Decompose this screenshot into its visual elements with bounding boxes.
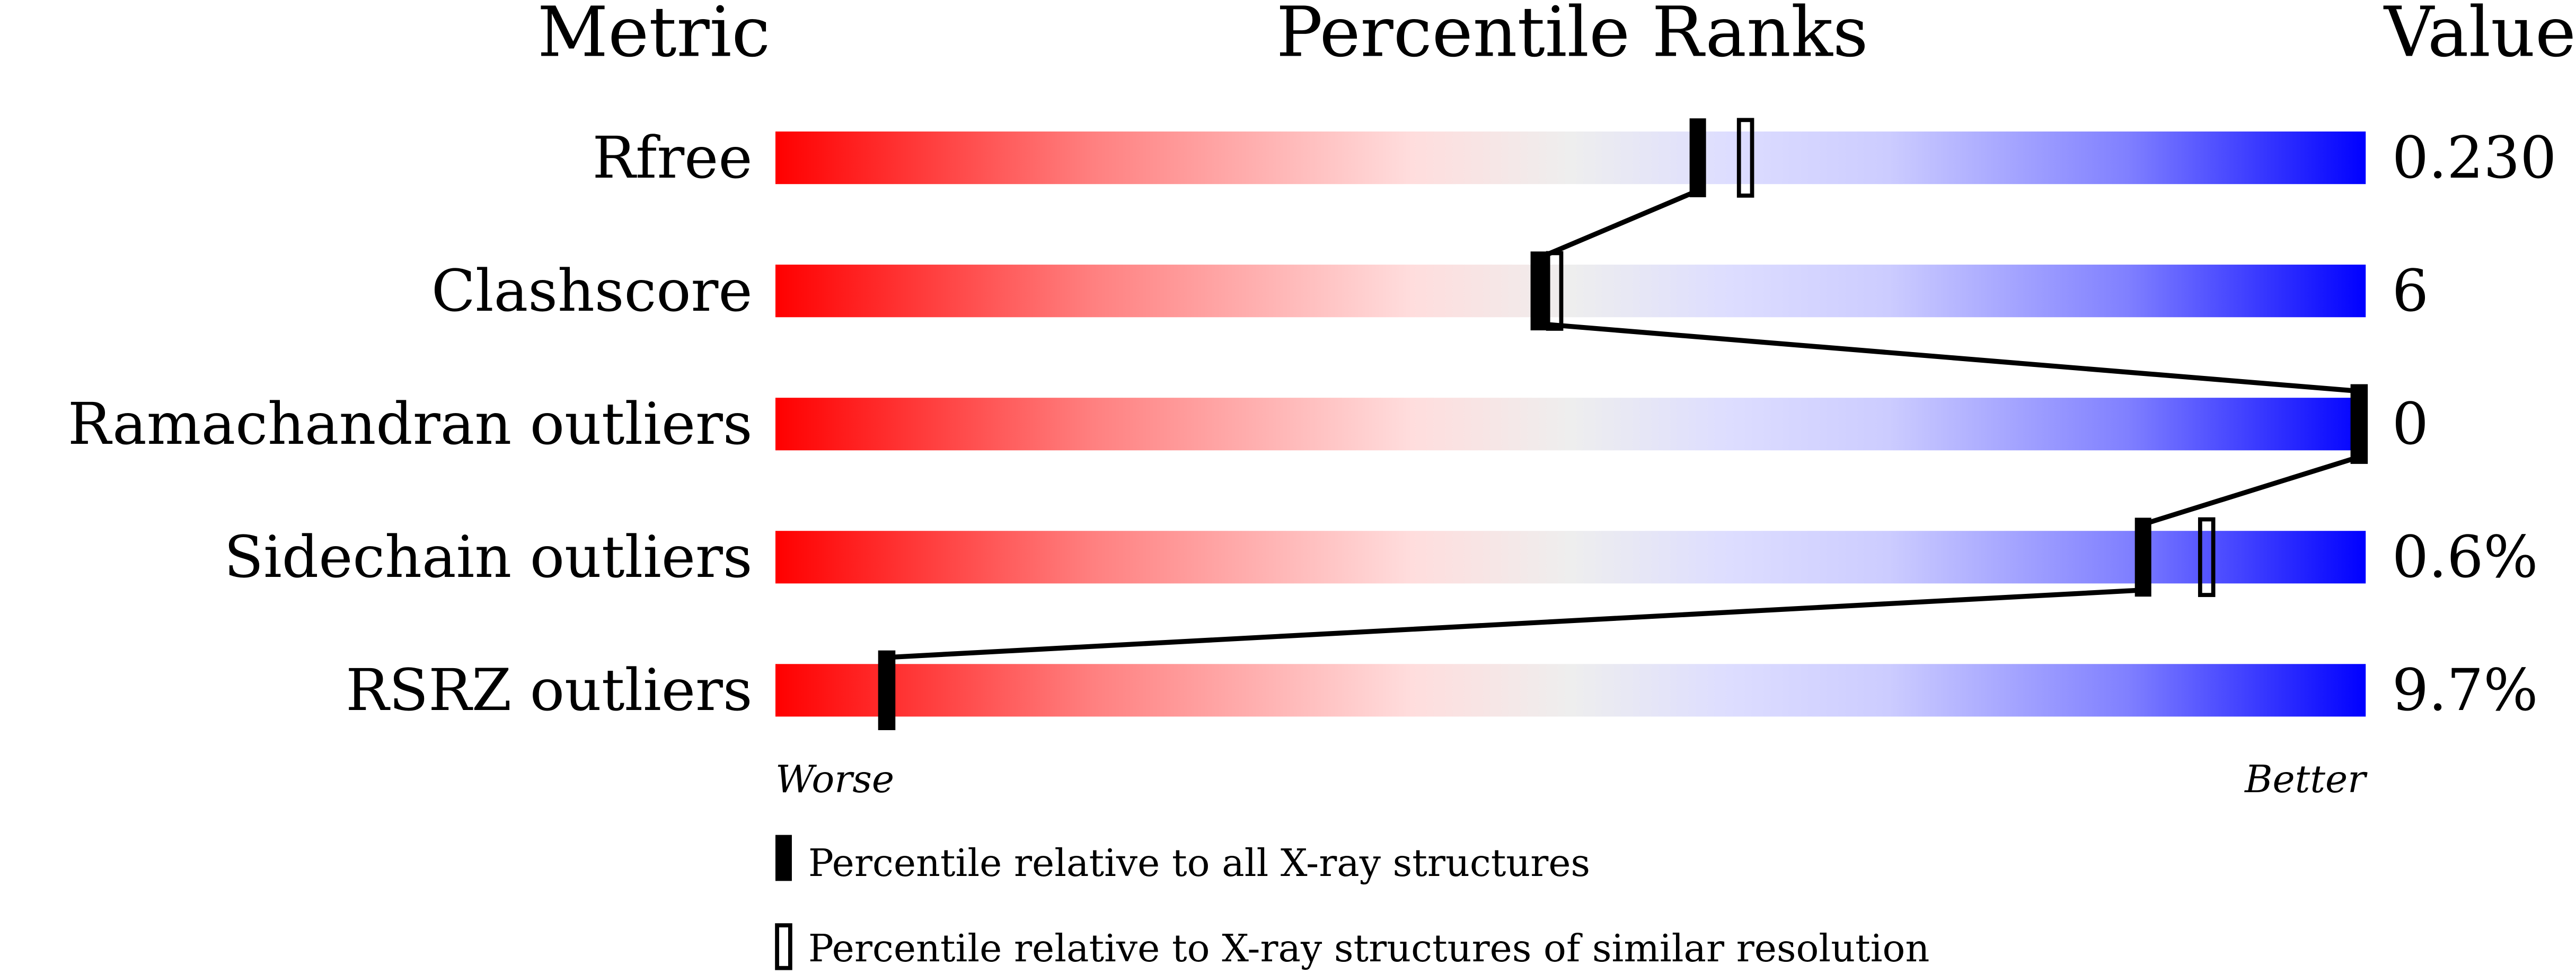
percentile-bar <box>775 398 2366 451</box>
connector-line <box>1538 188 1699 260</box>
marker-all-structures <box>878 651 895 730</box>
axis-label-worse: Worse <box>775 757 894 801</box>
connector-line <box>1538 321 2360 394</box>
header-value: Value <box>2383 0 2576 72</box>
metric-label: Rfree <box>593 124 753 191</box>
percentile-bar <box>775 132 2366 185</box>
marker-all-structures <box>1689 118 1706 197</box>
percentile-bar <box>775 531 2366 584</box>
legend-filled-marker <box>775 835 792 881</box>
metric-value: 6 <box>2392 257 2429 325</box>
metric-label: Ramachandran outliers <box>68 390 753 458</box>
legend-label-similar: Percentile relative to X-ray structures … <box>808 926 1929 970</box>
metric-label: RSRZ outliers <box>346 656 752 724</box>
connector-line <box>2142 454 2360 527</box>
percentile-bar <box>775 664 2366 717</box>
axis-label-better: Better <box>2244 757 2368 801</box>
metric-value: 0.230 <box>2392 124 2557 191</box>
legend-label-all: Percentile relative to all X-ray structu… <box>808 841 1590 885</box>
metric-value: 0.6% <box>2392 523 2538 591</box>
percentile-bar <box>775 265 2366 318</box>
header-metric: Metric <box>537 0 770 72</box>
marker-all-structures <box>1530 251 1547 331</box>
metric-label: Clashscore <box>431 257 753 325</box>
metric-value: 0 <box>2392 390 2429 458</box>
marker-similar-resolution <box>1736 118 1754 198</box>
connector-line <box>886 588 2143 660</box>
marker-similar-resolution <box>1546 251 1564 331</box>
header-percentile-ranks: Percentile Ranks <box>1276 0 1868 72</box>
metric-value: 9.7% <box>2392 656 2538 724</box>
metric-label: Sidechain outliers <box>224 523 753 591</box>
marker-similar-resolution <box>2198 517 2216 597</box>
marker-all-structures <box>2351 384 2368 464</box>
legend-open-marker <box>775 923 792 970</box>
marker-all-structures <box>2134 518 2151 597</box>
